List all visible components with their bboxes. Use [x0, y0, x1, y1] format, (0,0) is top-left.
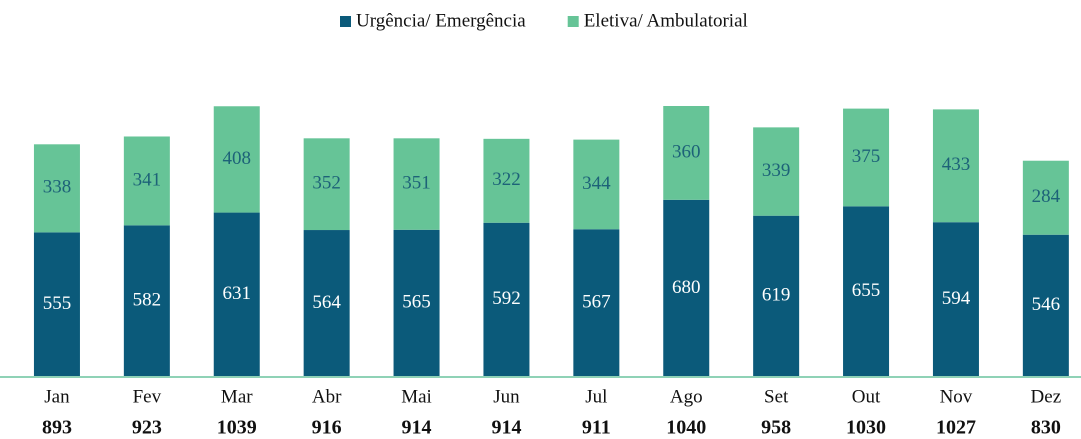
data-label: 341: [133, 169, 162, 190]
data-label: 546: [1032, 294, 1061, 315]
bar-segment: [393, 229, 440, 377]
total-label: 911: [582, 417, 611, 439]
data-label: 344: [582, 173, 611, 194]
total-label: 830: [1031, 417, 1061, 439]
bar-segment: [1022, 234, 1069, 377]
total-label: 916: [312, 417, 342, 439]
data-label: 322: [492, 169, 521, 190]
x-tick-label: Set: [764, 386, 789, 407]
bar-segment: [123, 136, 170, 226]
bar-segment: [1022, 160, 1069, 235]
bar-segment: [213, 212, 260, 377]
x-tick-label: Fev: [133, 386, 162, 407]
data-label: 433: [942, 154, 971, 175]
total-label: 914: [402, 417, 432, 439]
data-label: 555: [43, 293, 72, 314]
x-tick-label: Mar: [221, 386, 253, 407]
data-label: 564: [312, 292, 341, 313]
total-label: 1030: [846, 417, 886, 439]
data-label: 631: [223, 283, 252, 304]
bar-segment: [573, 139, 620, 230]
data-label: 339: [762, 160, 791, 181]
data-label: 655: [852, 280, 881, 301]
data-label: 408: [223, 148, 252, 169]
data-label: 352: [312, 173, 341, 194]
total-label: 1027: [936, 417, 976, 439]
bar-segment: [932, 222, 979, 377]
bar-segment: [932, 109, 979, 223]
data-label: 565: [402, 292, 431, 313]
total-label: 1039: [217, 417, 257, 439]
data-label: 680: [672, 277, 701, 298]
data-label: 619: [762, 285, 791, 306]
x-tick-label: Jul: [585, 386, 607, 407]
total-label: 914: [491, 417, 521, 439]
bar-segment: [33, 232, 80, 377]
bar-segment: [33, 144, 80, 233]
bar-segment: [123, 225, 170, 377]
data-label: 567: [582, 291, 611, 312]
x-tick-label: Jun: [493, 386, 520, 407]
bar-segment: [843, 108, 890, 207]
x-tick-label: Ago: [670, 386, 703, 407]
bar-segment: [483, 138, 530, 223]
x-tick-label: Abr: [312, 386, 342, 407]
bar-segment: [393, 138, 440, 230]
x-tick-label: Jan: [44, 386, 70, 407]
data-label: 338: [43, 177, 72, 198]
data-label: 582: [133, 290, 162, 311]
total-label: 1040: [666, 417, 706, 439]
bar-segment: [573, 229, 620, 377]
bar-segment: [303, 230, 350, 377]
bar-segment: [663, 106, 710, 200]
legend-swatch: [340, 16, 351, 27]
data-label: 375: [852, 146, 881, 167]
bar-segment: [663, 199, 710, 377]
legend-label: Urgência/ Emergência: [356, 10, 526, 31]
bar-segment: [843, 206, 890, 377]
data-label: 351: [402, 172, 431, 193]
x-tick-label: Out: [852, 386, 881, 407]
total-label: 893: [42, 417, 72, 439]
x-tick-label: Mai: [401, 386, 432, 407]
legend-label: Eletiva/ Ambulatorial: [584, 10, 748, 31]
x-tick-label: Nov: [940, 386, 973, 407]
bar-segment: [213, 106, 260, 213]
data-label: 594: [942, 288, 971, 309]
bar-segment: [753, 215, 800, 377]
total-label: 923: [132, 417, 162, 439]
data-label: 360: [672, 141, 701, 162]
data-label: 592: [492, 288, 521, 309]
data-label: 284: [1032, 186, 1061, 207]
total-label: 958: [761, 417, 791, 439]
bar-segment: [753, 127, 800, 216]
bar-segment: [483, 222, 530, 377]
x-tick-label: Dez: [1031, 386, 1062, 407]
bar-segment: [303, 138, 350, 231]
legend-swatch: [567, 16, 579, 27]
